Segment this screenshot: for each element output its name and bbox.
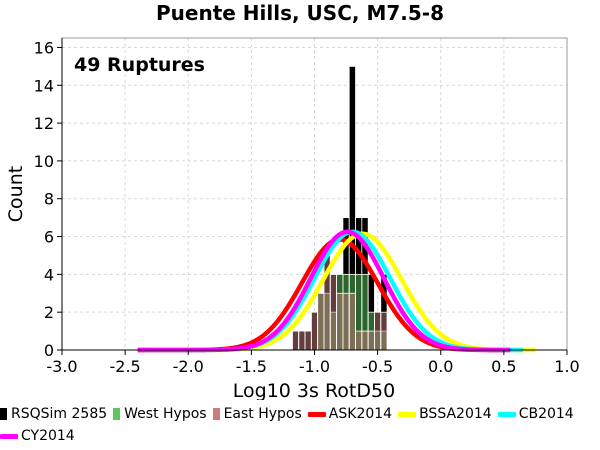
chart-title: Puente Hills, USC, M7.5-8	[156, 1, 444, 25]
x-tick-label: 1.0	[554, 357, 579, 376]
legend-swatch	[0, 433, 18, 439]
bar-east-hypos	[298, 330, 306, 351]
bar-east-hypos	[317, 292, 325, 351]
bar-east-hypos	[342, 292, 350, 351]
y-tick-label: 6	[44, 228, 54, 247]
rupture-count-annotation: 49 Ruptures	[74, 54, 205, 76]
legend-label: CB2014	[518, 406, 574, 422]
legend-label: BSSA2014	[419, 406, 492, 422]
y-tick-label: 4	[44, 265, 54, 284]
legend-label: RSQSim 2585	[11, 406, 108, 422]
bar-east-hypos	[374, 311, 382, 351]
y-tick-label: 0	[44, 341, 54, 360]
bar-east-hypos	[380, 311, 388, 351]
legend-swatch	[398, 411, 417, 417]
y-tick-label: 12	[34, 114, 54, 133]
y-tick-label: 16	[34, 38, 54, 57]
bar-east-hypos	[367, 330, 375, 351]
x-tick-label: -2.0	[173, 357, 204, 376]
x-tick-labels: -3.0 -2.5 -2.0 -1.5 -1.0 -0.5 0.0 0.5 1.0	[46, 357, 579, 376]
x-tick-label: -1.5	[236, 357, 267, 376]
y-tick-label: 14	[34, 76, 54, 95]
y-tick-labels: 0 2 4 6 8 10 12 14 16	[34, 38, 54, 360]
bar-east-hypos	[292, 330, 300, 351]
bar-east-hypos	[329, 273, 337, 351]
legend: RSQSim 2585 West Hypos East Hypos ASK2014 BS…	[0, 403, 600, 447]
grid	[61, 38, 568, 351]
legend-label: West Hypos	[124, 406, 207, 422]
legend-label: East Hypos	[223, 406, 302, 422]
x-tick-label: -0.5	[362, 357, 393, 376]
x-tick-label: -2.5	[110, 357, 141, 376]
x-tick-label: 0.0	[428, 357, 453, 376]
legend-label: ASK2014	[328, 406, 393, 422]
bar-east-hypos	[310, 311, 319, 351]
legend-swatch	[113, 408, 121, 420]
legend-row: RSQSim 2585 West Hypos East Hypos ASK2014 BS…	[0, 403, 600, 447]
legend-item-cb2014: CB2014	[497, 403, 574, 425]
legend-swatch	[307, 411, 326, 417]
bar-east-hypos	[336, 292, 344, 351]
axes	[57, 37, 568, 355]
y-axis-label: Count	[5, 166, 27, 222]
legend-item-ask2014: ASK2014	[307, 403, 393, 425]
x-tick-label: 0.5	[491, 357, 516, 376]
legend-item-west-hypos: West Hypos	[113, 403, 207, 425]
x-tick-label: -3.0	[46, 357, 77, 376]
legend-swatch	[497, 411, 516, 417]
x-axis-label: Log10 3s RotD50	[233, 380, 395, 400]
legend-item-rsqsim-2585: RSQSim 2585	[0, 403, 107, 425]
legend-item-bssa2014: BSSA2014	[398, 403, 492, 425]
bar-east-hypos	[304, 330, 312, 351]
y-tick-label: 10	[34, 152, 54, 171]
legend-item-east-hypos: East Hypos	[212, 403, 302, 425]
legend-swatch	[212, 408, 220, 420]
y-tick-label: 8	[44, 190, 54, 209]
bar-east-hypos	[348, 292, 356, 351]
legend-label: CY2014	[21, 428, 75, 444]
chart: Puente Hills, USC, M7.5-8 -3.0 -2.5 -2.0 -1…	[5, 1, 580, 400]
legend-swatch	[0, 408, 7, 420]
y-tick-label: 2	[44, 303, 54, 322]
x-tick-label: -1.0	[299, 357, 330, 376]
bar-east-hypos	[361, 330, 369, 351]
legend-item-cy2014: CY2014	[0, 425, 75, 447]
bar-east-hypos	[355, 330, 363, 351]
